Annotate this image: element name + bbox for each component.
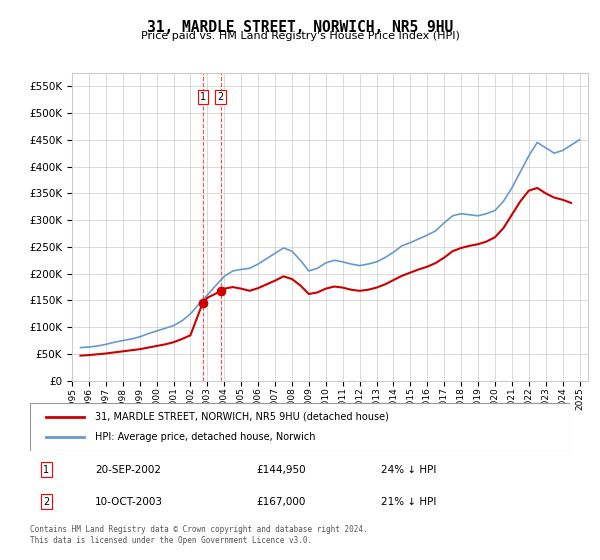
Text: 1: 1: [43, 465, 49, 475]
Text: HPI: Average price, detached house, Norwich: HPI: Average price, detached house, Norw…: [95, 432, 316, 442]
Text: 10-OCT-2003: 10-OCT-2003: [95, 497, 163, 507]
FancyBboxPatch shape: [30, 403, 570, 451]
Text: Price paid vs. HM Land Registry's House Price Index (HPI): Price paid vs. HM Land Registry's House …: [140, 31, 460, 41]
Text: 31, MARDLE STREET, NORWICH, NR5 9HU: 31, MARDLE STREET, NORWICH, NR5 9HU: [147, 20, 453, 35]
Text: 2: 2: [217, 92, 224, 102]
Text: 20-SEP-2002: 20-SEP-2002: [95, 465, 161, 475]
Text: £167,000: £167,000: [257, 497, 306, 507]
Text: 31, MARDLE STREET, NORWICH, NR5 9HU (detached house): 31, MARDLE STREET, NORWICH, NR5 9HU (det…: [95, 412, 389, 422]
Text: 24% ↓ HPI: 24% ↓ HPI: [381, 465, 436, 475]
Text: 1: 1: [200, 92, 206, 102]
Text: Contains HM Land Registry data © Crown copyright and database right 2024.
This d: Contains HM Land Registry data © Crown c…: [30, 525, 368, 545]
Text: £144,950: £144,950: [257, 465, 307, 475]
Text: 21% ↓ HPI: 21% ↓ HPI: [381, 497, 436, 507]
Text: 2: 2: [43, 497, 49, 507]
